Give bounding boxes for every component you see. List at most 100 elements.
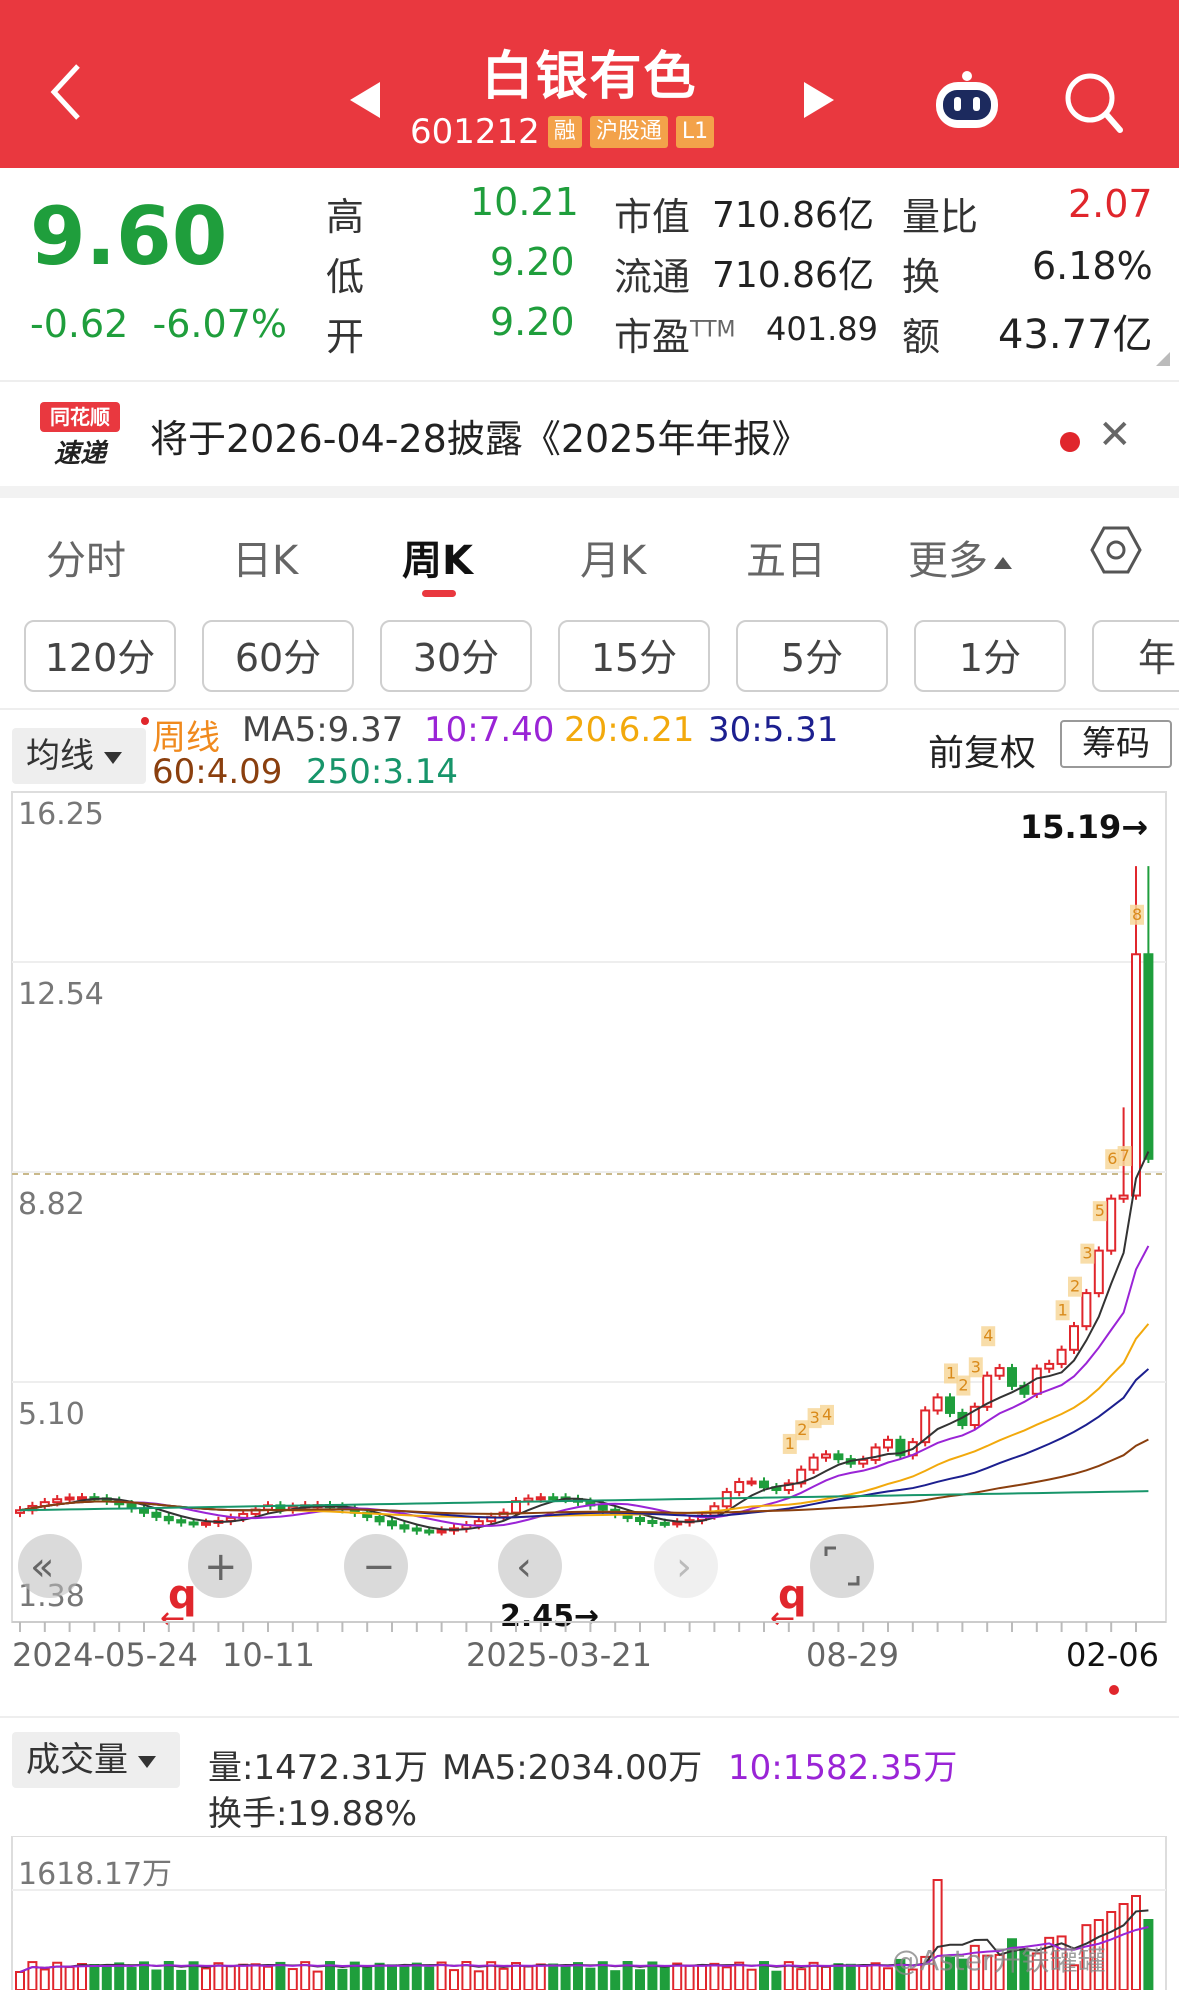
tab-more[interactable]: 更多 [908, 528, 1012, 586]
tab-five-day[interactable]: 五日 [746, 538, 826, 584]
volume-bar [622, 1961, 633, 1990]
candle-body [64, 1496, 75, 1501]
candle-body [672, 1521, 683, 1526]
period-60min[interactable]: 60分 [202, 620, 354, 692]
td-marker-text: 7 [1120, 1146, 1130, 1165]
turnover-label: 换 [902, 255, 941, 299]
tab-weekly-k[interactable]: 周K [402, 538, 473, 584]
prev-stock-arrow-icon[interactable] [350, 82, 380, 118]
step-right-button[interactable] [654, 1534, 718, 1598]
volume-bar [1131, 1895, 1141, 1990]
td-marker-text: 5 [1095, 1201, 1105, 1220]
td-marker-bg [1080, 1243, 1095, 1264]
q-marker-2: q [778, 1572, 807, 1618]
back-arrow-icon[interactable] [48, 62, 84, 122]
candle-body [1069, 1325, 1079, 1351]
volume-selector[interactable]: 成交量 [12, 1732, 180, 1788]
volume-selector-label: 成交量 [26, 1740, 128, 1780]
volume-bar [647, 1961, 658, 1990]
zoom-in-button[interactable] [188, 1534, 252, 1598]
volume-bar [771, 1970, 782, 1990]
ma10-value: 10:7.40 [424, 710, 555, 750]
y-tick-8.82: 8.82 [18, 1187, 85, 1222]
candle-body [982, 1374, 993, 1408]
tonghuashun-express-logo: 同花顺 速递 [40, 402, 120, 469]
zoom-out-button[interactable] [344, 1534, 408, 1598]
close-icon[interactable]: ✕ [1098, 412, 1132, 458]
period-15min[interactable]: 15分 [558, 620, 710, 692]
news-notice-bar[interactable]: 同花顺 速递 将于2026-04-28披露《2025年年报》 ✕ [0, 380, 1179, 488]
candle-body [201, 1521, 211, 1526]
volume-bar [64, 1966, 75, 1990]
candle-body [635, 1516, 645, 1523]
volume-chart[interactable]: 1618.17万 @Aster开铁罐罐 [0, 1836, 1179, 1990]
current-week-dot [1109, 1685, 1119, 1695]
float-cap-value: 710.86亿 [712, 255, 874, 296]
adjust-mode[interactable]: 前复权 [928, 733, 1037, 774]
td-marker-text: 3 [810, 1408, 820, 1427]
chevron-left-icon: ‹ [516, 1544, 532, 1590]
x-axis [12, 1621, 1166, 1632]
volume-bar [473, 1970, 484, 1990]
tab-daily-k[interactable]: 日K [232, 538, 299, 584]
pe-value: 401.89 [766, 310, 878, 348]
volume-bar [1081, 1924, 1092, 1990]
ma-lines [19, 1151, 1150, 1531]
td-marker-bg [1068, 1276, 1082, 1297]
connect-tag: 沪股通 [589, 116, 668, 148]
tab-more-label: 更多 [908, 538, 988, 584]
svg-text:速递: 速递 [54, 439, 109, 469]
volume-bar [77, 1963, 87, 1990]
low-label: 低 [326, 255, 365, 299]
ai-robot-icon[interactable] [930, 70, 1004, 132]
x-tick-5: 02-06 [1066, 1636, 1159, 1674]
kline-chart[interactable]: 16.25 12.54 8.82 5.10 1.38 1234123412356… [0, 790, 1179, 1710]
volume-bar [920, 1955, 931, 1990]
open-value: 9.20 [490, 300, 575, 344]
next-stock-arrow-icon[interactable] [804, 82, 834, 118]
ma60-value: 60:4.09 [152, 752, 283, 792]
volume-bar [697, 1964, 707, 1990]
divider [0, 1716, 1179, 1718]
tab-intraday[interactable]: 分时 [46, 538, 126, 584]
scroll-left-button[interactable] [18, 1534, 82, 1598]
settings-hexagon-icon[interactable] [1090, 524, 1142, 576]
volume-bar [1056, 1935, 1067, 1990]
volume-bar [225, 1965, 236, 1990]
td-marker-text: 1 [946, 1363, 956, 1382]
period-year[interactable]: 年 [1092, 620, 1179, 692]
volume-bar [213, 1962, 224, 1990]
volume-bar [895, 1958, 906, 1990]
chart-controls: « + − ‹ › [18, 1534, 874, 1598]
volume-bar [263, 1965, 273, 1990]
step-left-button[interactable] [498, 1534, 562, 1598]
margin-tag: 融 [547, 116, 582, 148]
indicator-selector-label: 均线 [26, 736, 94, 776]
search-icon[interactable] [1062, 70, 1124, 134]
expand-corner-icon[interactable] [1156, 352, 1170, 366]
low-value: 9.20 [490, 240, 575, 284]
period-30min[interactable]: 30分 [380, 620, 532, 692]
td-marker-bg [1055, 1300, 1070, 1321]
period-5min[interactable]: 5分 [736, 620, 888, 692]
y-tick-12.54: 12.54 [18, 977, 104, 1012]
candle-body [833, 1453, 844, 1461]
chips-button[interactable]: 筹码 [1060, 720, 1172, 768]
td-marker-text: 1 [785, 1434, 795, 1453]
chart-tabs: 分时 日K 周K 月K 五日 更多 [0, 498, 1179, 598]
indicator-selector[interactable]: 均线 [12, 728, 146, 784]
candle-body [759, 1480, 769, 1489]
stock-code-row: 601212 融 沪股通 L1 [410, 112, 715, 152]
low-price-label: 2.45→ [500, 1599, 599, 1634]
active-tab-indicator [422, 590, 456, 597]
period-1min[interactable]: 1分 [914, 620, 1066, 692]
volume-bar [957, 1958, 968, 1990]
td-marker-bg [1092, 1201, 1107, 1222]
tab-monthly-k[interactable]: 月K [580, 538, 647, 584]
volume-bar [486, 1961, 497, 1990]
fullscreen-button[interactable] [810, 1534, 874, 1598]
volume-bar [597, 1961, 608, 1990]
candle-body [870, 1446, 881, 1461]
q-arrow-2: ← [770, 1601, 795, 1636]
period-120min[interactable]: 120分 [24, 620, 176, 692]
